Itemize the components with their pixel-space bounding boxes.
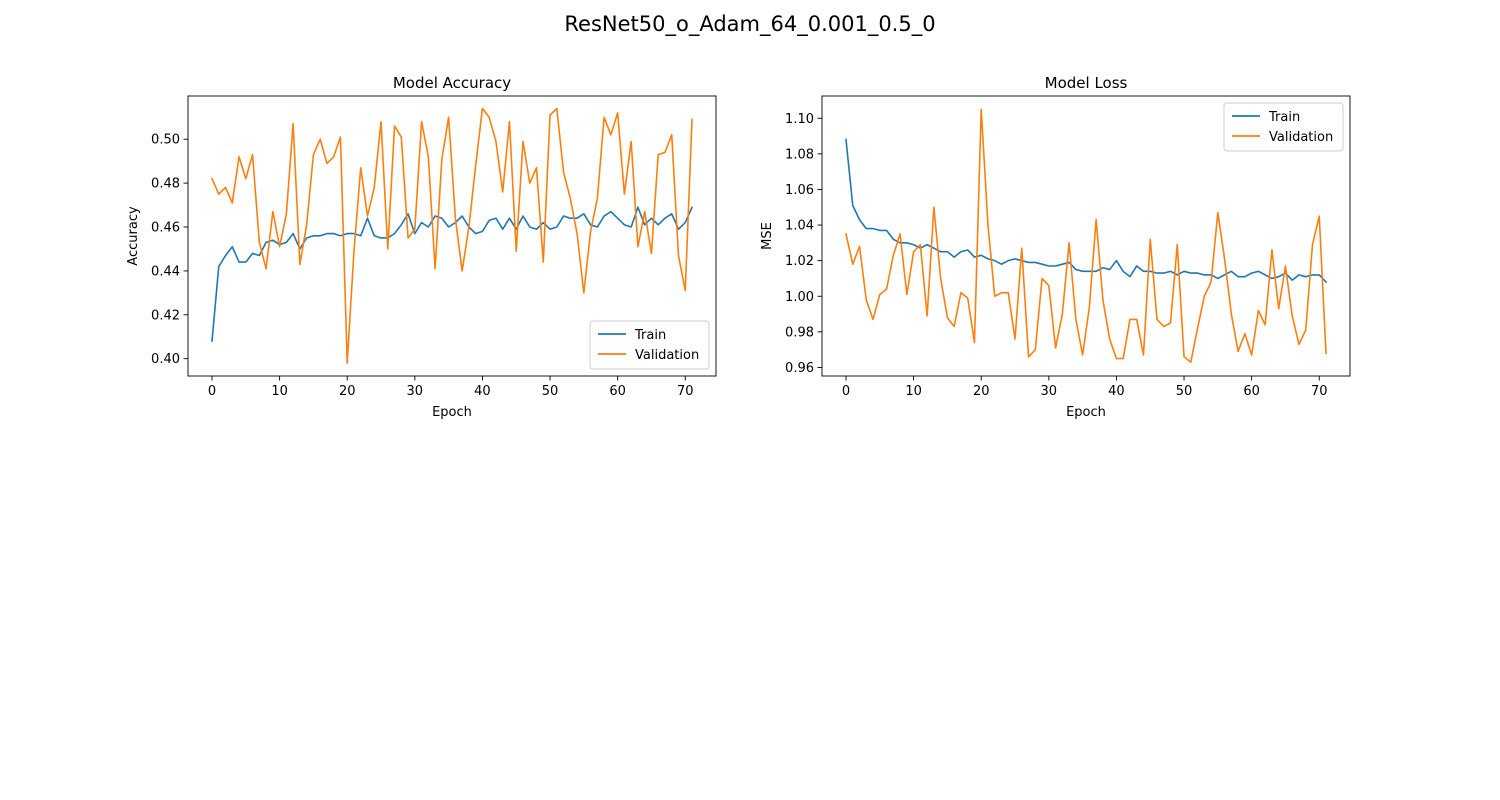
x-tick-label: 40	[1108, 384, 1125, 399]
x-tick-label: 10	[271, 384, 288, 399]
x-tick-label: 20	[973, 384, 990, 399]
legend-label: Train	[1268, 110, 1300, 125]
y-tick-label: 0.48	[151, 177, 180, 192]
accuracy-chart: Model Accuracy 0 10 20 30 40 50 60 70 0.40 0.42 0.4…	[126, 74, 717, 420]
plot-frame	[187, 95, 717, 377]
x-tick-label: 30	[1041, 384, 1058, 399]
y-axis-label: Accuracy	[126, 206, 141, 266]
y-tick-label: 0.98	[785, 325, 814, 340]
y-tick-label: 0.46	[151, 221, 180, 236]
chart-title: Model Loss	[1045, 74, 1128, 92]
chart-title: Model Accuracy	[393, 74, 511, 92]
y-tick-label: 1.06	[785, 183, 814, 198]
figure-title: ResNet50_o_Adam_64_0.001_0.5_0	[564, 12, 936, 36]
y-tick-label: 1.00	[785, 290, 814, 305]
x-tick-label: 60	[609, 384, 626, 399]
y-tick-label: 0.50	[151, 133, 180, 148]
y-tick-label: 0.42	[151, 308, 180, 323]
y-tick-label: 1.10	[785, 112, 814, 127]
x-tick-label: 70	[677, 384, 694, 399]
series-line-validation	[845, 108, 1327, 363]
legend-box	[1223, 102, 1344, 152]
series-line-train	[211, 206, 694, 342]
loss-chart: Model Loss 0 10 20 30 40 50 60 70 0.96 0.98 1.00 1.0…	[760, 74, 1351, 420]
x-tick-label: 10	[905, 384, 922, 399]
series-line-validation	[210, 107, 693, 364]
y-tick-label: 1.04	[785, 219, 814, 234]
x-tick-label: 30	[407, 384, 424, 399]
legend: Train Validation	[1223, 102, 1344, 152]
y-tick-label: 0.40	[151, 352, 180, 367]
x-tick-label: 0	[842, 384, 850, 399]
legend: Train Validation	[589, 320, 710, 370]
y-tick-label: 0.44	[151, 264, 180, 279]
x-axis-label: Epoch	[1066, 405, 1106, 420]
x-tick-label: 40	[474, 384, 491, 399]
x-tick-label: 0	[208, 384, 216, 399]
series-line-train	[845, 138, 1328, 284]
x-axis-label: Epoch	[432, 405, 472, 420]
legend-label: Validation	[1269, 130, 1333, 145]
x-tick-label: 20	[339, 384, 356, 399]
x-tick-label: 60	[1243, 384, 1260, 399]
x-tick-label: 50	[542, 384, 559, 399]
legend-label: Validation	[635, 348, 699, 363]
y-axis-label: MSE	[760, 222, 775, 250]
plot-frame	[821, 95, 1351, 377]
y-tick-label: 0.96	[785, 361, 814, 376]
legend-label: Train	[634, 328, 666, 343]
x-tick-label: 70	[1311, 384, 1328, 399]
y-tick-label: 1.02	[785, 254, 814, 269]
y-tick-label: 1.08	[785, 147, 814, 162]
legend-box	[589, 320, 710, 370]
x-tick-label: 50	[1176, 384, 1193, 399]
